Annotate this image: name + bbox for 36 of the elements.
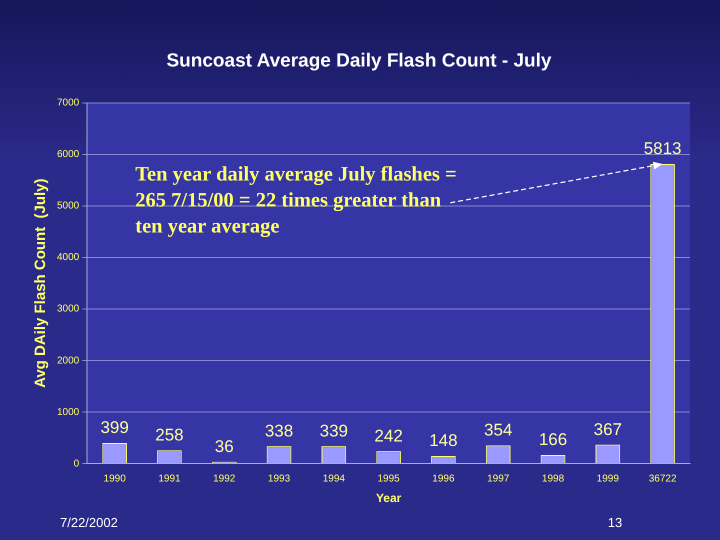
x-tick-label: 1993 <box>268 473 291 484</box>
data-label: 5813 <box>644 139 682 158</box>
data-label: 148 <box>429 431 458 450</box>
y-tick-label: 7000 <box>56 98 80 109</box>
x-tick-label: 1999 <box>596 473 620 484</box>
y-axis-title: Avg DAily Flash Count (July) <box>32 178 50 388</box>
y-tick-label: 2000 <box>56 355 80 366</box>
data-label: 354 <box>484 420 512 440</box>
y-tick-label: 4000 <box>56 252 80 264</box>
y-tick-label: 1000 <box>56 406 80 418</box>
data-label: 36 <box>214 436 234 456</box>
y-tick-label: 3000 <box>56 304 80 315</box>
data-label: 338 <box>264 421 294 440</box>
x-tick-label: 1992 <box>213 473 236 484</box>
annotation: Ten year daily average July flashes = 265 7/15/00 = 22 times greater than ten year average <box>135 163 457 238</box>
text: 7/22/2002 <box>60 515 118 530</box>
y-tick-label: 5000 <box>56 200 80 212</box>
data-label: 166 <box>538 430 568 450</box>
chart-title: Suncoast Average Daily Flash Count - July <box>166 50 552 72</box>
x-tick-label: 1994 <box>322 473 346 484</box>
x-tick-label: 1997 <box>487 473 510 484</box>
data-label: 258 <box>155 425 184 444</box>
y-tick-label: 6000 <box>56 149 80 160</box>
x-tick-label: 36722 <box>648 473 677 484</box>
x-tick-label: 1995 <box>378 473 400 484</box>
text: 13 <box>608 515 622 530</box>
x-tick-label: 1990 <box>104 473 126 484</box>
x-tick-label: 1991 <box>158 473 181 484</box>
x-tick-label: 1996 <box>432 473 455 484</box>
data-label: 339 <box>320 421 348 440</box>
x-tick-label: 1998 <box>542 473 565 484</box>
data-label: 367 <box>594 420 622 439</box>
data-label: 399 <box>100 418 129 438</box>
x-axis-title: Year <box>376 491 402 506</box>
y-tick-label: 0 <box>74 458 80 470</box>
data-label: 242 <box>374 426 403 446</box>
